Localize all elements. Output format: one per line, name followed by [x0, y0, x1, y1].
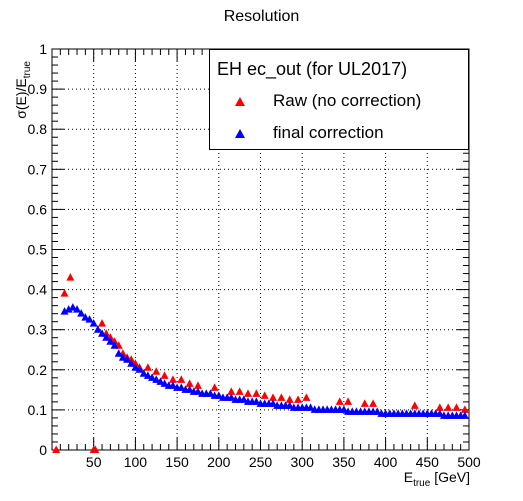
data-point-raw — [344, 397, 352, 405]
y-tick-label: 0.7 — [28, 161, 48, 177]
data-point-raw — [144, 363, 152, 371]
legend-title: EH ec_out (for UL2017) — [217, 59, 407, 80]
y-tick-label: 0 — [39, 442, 47, 458]
data-point-raw — [152, 367, 160, 375]
data-point-raw — [52, 446, 60, 454]
marker-layer — [52, 273, 469, 453]
x-tick-label: 500 — [457, 454, 481, 470]
x-tick-label: 100 — [124, 454, 148, 470]
x-tick-label: 300 — [291, 454, 315, 470]
x-tick-label: 150 — [165, 454, 189, 470]
data-point-raw — [177, 375, 185, 383]
legend: EH ec_out (for UL2017) Raw (no correctio… — [209, 49, 469, 150]
y-tick-label: 0.1 — [28, 402, 48, 418]
y-tick-label: 1 — [39, 41, 47, 57]
legend-entry-raw: Raw (no correction) — [210, 90, 468, 114]
x-tick-label: 400 — [374, 454, 398, 470]
x-tick-label: 200 — [207, 454, 231, 470]
data-point-raw — [244, 389, 252, 397]
data-point-raw — [61, 289, 69, 297]
x-tick-label: 350 — [332, 454, 356, 470]
x-axis-label-main: E — [404, 469, 413, 485]
y-tick-label: 0.6 — [28, 201, 48, 217]
y-axis-label: σ(E)/Etrue — [13, 20, 33, 160]
x-tick-label: 450 — [416, 454, 440, 470]
y-tick-label: 0.2 — [28, 362, 48, 378]
legend-label-final: final correction — [273, 123, 384, 143]
legend-label-raw: Raw (no correction) — [273, 91, 421, 111]
data-point-raw — [302, 393, 310, 401]
y-axis-label-sub: true — [22, 61, 33, 78]
x-axis-label-sub: true — [413, 478, 430, 489]
data-point-raw — [277, 393, 285, 401]
x-tick-label: 50 — [86, 454, 102, 470]
data-point-raw — [261, 391, 269, 399]
x-axis-label: Etrue [GeV] — [404, 469, 470, 489]
legend-marker-final — [234, 128, 246, 140]
data-point-raw — [211, 383, 219, 391]
data-point-raw — [444, 403, 452, 411]
data-point-raw — [236, 387, 244, 395]
x-axis-label-unit: [GeV] — [434, 469, 470, 485]
data-point-raw — [252, 389, 260, 397]
data-point-raw — [369, 399, 377, 407]
y-tick-label: 0.5 — [28, 242, 48, 258]
legend-entry-final: final correction — [210, 122, 468, 146]
data-point-raw — [361, 399, 369, 407]
x-tick-label: 250 — [249, 454, 273, 470]
data-point-raw — [66, 273, 74, 281]
y-axis-label-main: σ(E)/E — [13, 78, 29, 119]
data-point-raw — [161, 371, 169, 379]
data-point-raw — [294, 395, 302, 403]
y-tick-label: 0.3 — [28, 322, 48, 338]
legend-marker-raw — [234, 96, 246, 108]
data-point-raw — [411, 401, 419, 409]
data-point-raw — [98, 319, 106, 327]
y-tick-label: 0.4 — [28, 282, 48, 298]
data-point-raw — [452, 403, 460, 411]
data-point-raw — [336, 397, 344, 405]
